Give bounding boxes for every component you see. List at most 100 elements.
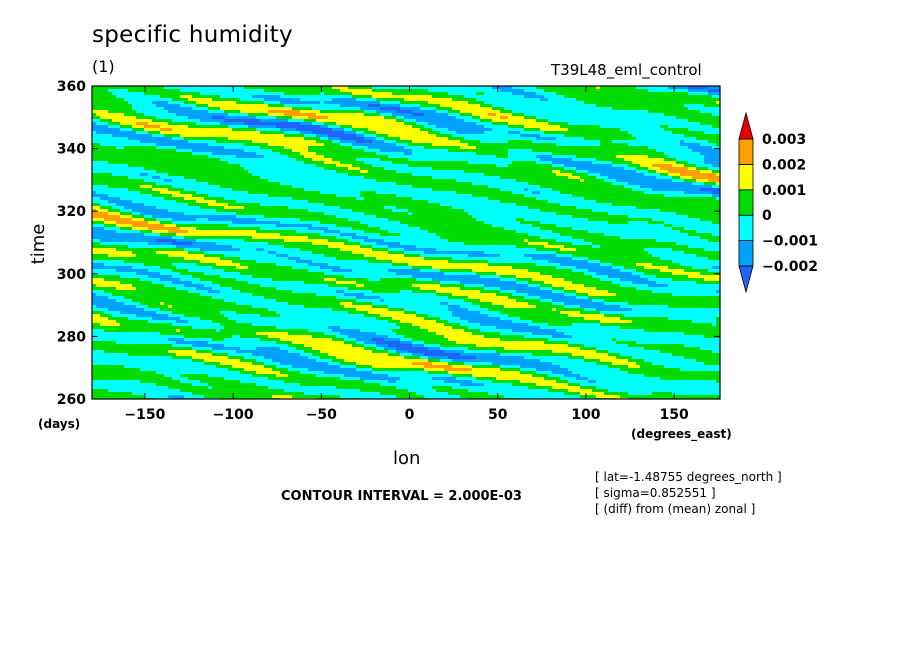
heatmap-cell [696, 89, 701, 93]
heatmap-cell [400, 164, 405, 168]
heatmap-cell [484, 131, 489, 135]
heatmap-cell [672, 176, 677, 180]
heatmap-cell [580, 170, 585, 174]
heatmap-cell [656, 146, 661, 150]
heatmap-cell [132, 164, 137, 168]
heatmap-cell [640, 173, 645, 177]
heatmap-cell [408, 176, 413, 180]
heatmap-cell [304, 122, 309, 126]
heatmap-cell [304, 167, 309, 171]
heatmap-cell [488, 125, 493, 129]
heatmap-cell [216, 173, 221, 177]
heatmap-cell [476, 134, 481, 138]
heatmap-cell [320, 116, 325, 120]
heatmap-cell [452, 170, 457, 174]
heatmap-cell [452, 164, 457, 168]
heatmap-cell [268, 173, 273, 177]
heatmap-cell [608, 152, 613, 156]
heatmap-cell [628, 98, 633, 102]
heatmap-cell [708, 104, 713, 108]
heatmap-field [92, 86, 720, 399]
heatmap-cell [628, 167, 633, 171]
heatmap-cell [280, 134, 285, 138]
heatmap-cell [364, 131, 369, 135]
heatmap-cell [580, 110, 585, 114]
heatmap-cell [124, 98, 129, 102]
heatmap-cell [556, 125, 561, 129]
heatmap-cell [644, 122, 649, 126]
heatmap-cell [328, 110, 333, 114]
heatmap-cell [700, 104, 705, 108]
heatmap-cell [652, 92, 657, 96]
heatmap-cell [548, 95, 553, 99]
heatmap-cell [272, 146, 277, 150]
heatmap-cell [444, 131, 449, 135]
heatmap-cell [384, 101, 389, 105]
heatmap-cell [332, 92, 337, 96]
heatmap-cell [224, 155, 229, 159]
heatmap-cell [404, 92, 409, 96]
heatmap-cell [660, 86, 665, 90]
heatmap-cell [552, 131, 557, 135]
heatmap-cell [264, 161, 269, 165]
heatmap-cell [672, 155, 677, 159]
heatmap-cell [412, 107, 417, 111]
heatmap-cell [480, 131, 485, 135]
heatmap-cell [672, 113, 677, 117]
heatmap-cell [464, 170, 469, 174]
heatmap-cell [256, 95, 261, 99]
heatmap-cell [320, 140, 325, 144]
heatmap-cell [460, 116, 465, 120]
heatmap-cell [364, 170, 369, 174]
heatmap-cell [596, 110, 601, 114]
heatmap-cell [568, 131, 573, 135]
heatmap-cell [544, 155, 549, 159]
heatmap-cell [244, 152, 249, 156]
heatmap-cell [232, 128, 237, 132]
heatmap-cell [188, 149, 193, 153]
heatmap-cell [640, 146, 645, 150]
heatmap-cell [208, 104, 213, 108]
heatmap-cell [380, 161, 385, 165]
heatmap-cell [412, 104, 417, 108]
heatmap-cell [328, 176, 333, 180]
heatmap-cell [276, 128, 281, 132]
heatmap-cell [652, 152, 657, 156]
heatmap-cell [320, 134, 325, 138]
heatmap-cell [652, 101, 657, 105]
heatmap-cell [464, 164, 469, 168]
heatmap-cell [520, 95, 525, 99]
heatmap-cell [256, 146, 261, 150]
heatmap-cell [172, 110, 177, 114]
heatmap-cell [528, 92, 533, 96]
heatmap-cell [96, 167, 101, 171]
heatmap-cell [228, 122, 233, 126]
heatmap-cell [376, 89, 381, 93]
heatmap-cell [468, 158, 473, 162]
heatmap-cell [632, 92, 637, 96]
heatmap-cell [428, 155, 433, 159]
heatmap-cell [412, 128, 417, 132]
heatmap-cell [548, 179, 553, 183]
heatmap-cell [136, 110, 141, 114]
heatmap-cell [312, 152, 317, 156]
heatmap-cell [340, 110, 345, 114]
heatmap-cell [540, 137, 545, 141]
heatmap-cell [132, 110, 137, 114]
heatmap-cell [180, 86, 185, 90]
heatmap-cell [676, 134, 681, 138]
heatmap-cell [428, 116, 433, 120]
heatmap-cell [140, 173, 145, 177]
heatmap-cell [396, 89, 401, 93]
heatmap-cell [696, 152, 701, 156]
heatmap-cell [356, 152, 361, 156]
heatmap-cell [340, 119, 345, 123]
heatmap-cell [96, 107, 101, 111]
heatmap-cell [148, 176, 153, 180]
heatmap-cell [392, 140, 397, 144]
heatmap-cell [444, 110, 449, 114]
heatmap-cell [108, 119, 113, 123]
heatmap-cell [468, 107, 473, 111]
heatmap-cell [360, 122, 365, 126]
heatmap-cell [636, 110, 641, 114]
